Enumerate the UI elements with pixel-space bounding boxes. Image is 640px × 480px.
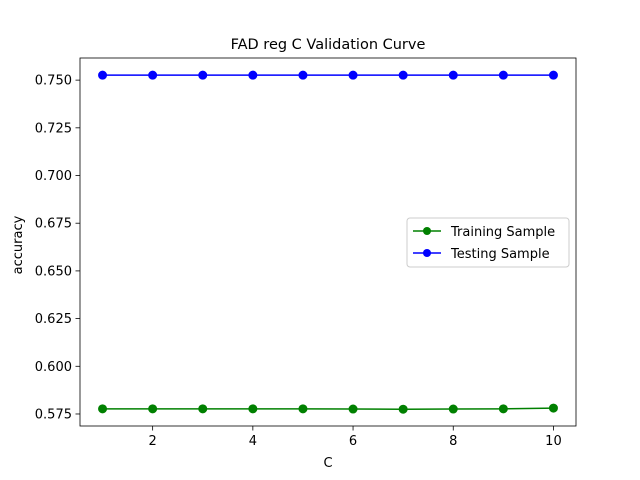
data-point bbox=[198, 404, 208, 414]
data-point bbox=[448, 70, 458, 80]
data-point bbox=[498, 404, 508, 414]
data-point bbox=[248, 404, 258, 414]
y-tick-label: 0.675 bbox=[35, 217, 72, 232]
x-tick-label: 8 bbox=[449, 434, 457, 449]
series-line bbox=[102, 407, 554, 410]
y-tick-label: 0.600 bbox=[35, 360, 72, 375]
y-tick-label: 0.625 bbox=[35, 312, 72, 327]
data-point bbox=[248, 70, 258, 80]
y-tick-label: 0.650 bbox=[35, 264, 72, 279]
legend: Training Sample Testing Sample bbox=[406, 217, 570, 268]
data-point bbox=[398, 404, 408, 414]
data-point bbox=[98, 404, 108, 414]
x-tick-label: 4 bbox=[249, 434, 257, 449]
legend-box bbox=[406, 217, 570, 268]
x-tick-label: 10 bbox=[545, 434, 562, 449]
data-point bbox=[398, 70, 408, 80]
legend-swatch-marker bbox=[423, 227, 431, 235]
legend-swatch-marker bbox=[423, 249, 431, 257]
data-point bbox=[498, 70, 508, 80]
data-point bbox=[198, 70, 208, 80]
x-tick-label: 2 bbox=[149, 434, 157, 449]
data-point bbox=[548, 403, 558, 413]
y-tick-label: 0.725 bbox=[35, 121, 72, 136]
y-axis-label: accuracy bbox=[11, 215, 26, 274]
data-point bbox=[298, 404, 308, 414]
legend-entry: Training Sample bbox=[450, 225, 555, 240]
x-tick-label: 6 bbox=[349, 434, 357, 449]
plot-area: 2 4 6 8 10 0.575 0.600 0.625 0.650 0.675 0.700 0.72… bbox=[35, 57, 577, 449]
data-point bbox=[98, 70, 108, 80]
legend-entry: Testing Sample bbox=[450, 247, 550, 262]
data-point bbox=[348, 70, 358, 80]
data-point bbox=[148, 404, 158, 414]
data-point bbox=[148, 70, 158, 80]
y-tick-label: 0.700 bbox=[35, 169, 72, 184]
chart-title: FAD reg C Validation Curve bbox=[231, 37, 426, 53]
axes-frame bbox=[79, 57, 577, 427]
y-tick-label: 0.750 bbox=[35, 74, 72, 89]
x-axis-label: C bbox=[323, 456, 332, 471]
data-point bbox=[348, 404, 358, 414]
data-point bbox=[548, 70, 558, 80]
data-point bbox=[298, 70, 308, 80]
y-tick-label: 0.575 bbox=[35, 407, 72, 422]
data-point bbox=[448, 404, 458, 414]
